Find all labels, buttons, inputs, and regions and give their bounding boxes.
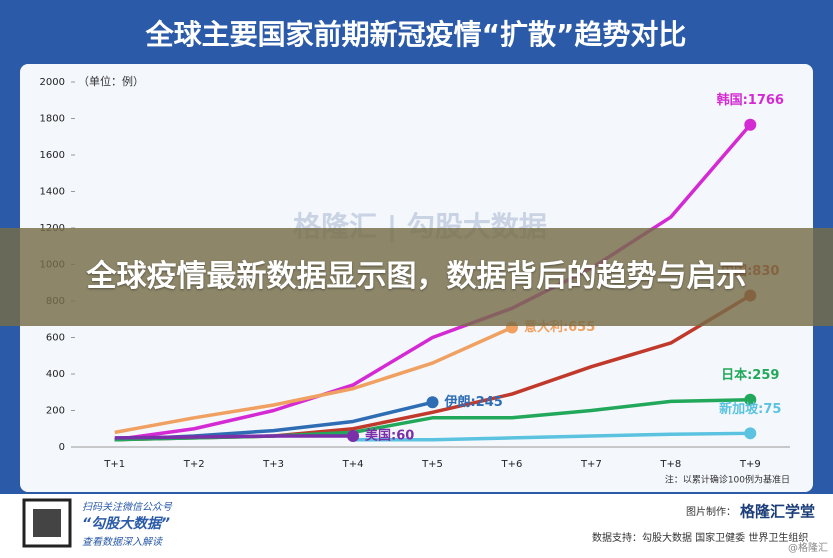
chart-title: 全球主要国家前期新冠疫情“扩散”趋势对比 [145, 18, 687, 51]
y-tick-label: 600 [46, 333, 65, 344]
maker-label: 图片制作： [686, 505, 736, 518]
y-tick-label: 0 [59, 442, 65, 453]
x-tick-label: T+1 [103, 459, 125, 470]
x-tick-label: T+5 [421, 459, 443, 470]
y-axis-label: （单位：例） [78, 74, 144, 88]
qr-code-inner [33, 509, 61, 537]
qr-text: 扫码关注微信公众号 [82, 501, 173, 513]
x-tick-label: T+9 [739, 459, 761, 470]
y-tick-label: 1400 [40, 187, 65, 198]
banner-text: 全球疫情最新数据显示图，数据背后的趋势与启示 [86, 259, 747, 294]
value-label: 伊朗:245 [444, 394, 503, 410]
x-tick-label: T+6 [501, 459, 523, 470]
note: 注：以累计确诊100例为基准日 [665, 474, 790, 486]
value-label: 日本:259 [721, 367, 779, 383]
series-line [114, 434, 354, 440]
x-tick-label: T+4 [342, 459, 364, 470]
banner: 全球疫情最新数据显示图，数据背后的趋势与启示 [0, 228, 833, 326]
y-tick-label: 1600 [40, 150, 65, 161]
maker: 格隆汇学堂 [740, 503, 815, 521]
y-tick-label: 1800 [40, 114, 65, 125]
end-dot [426, 396, 439, 409]
qr-text: 查看数据深入解读 [82, 536, 163, 548]
series-line [114, 325, 513, 435]
end-dot [744, 427, 757, 440]
y-tick-label: 400 [46, 369, 65, 380]
x-tick-label: T+3 [262, 459, 284, 470]
end-dot [744, 118, 757, 131]
y-tick-label: 200 [46, 406, 65, 417]
credit: @格隆汇 [788, 541, 828, 554]
x-tick-label: T+8 [659, 459, 681, 470]
end-dot [744, 393, 757, 406]
source: 数据支持：勾股大数据 国家卫健委 世界卫生组织 [592, 531, 808, 544]
x-tick-label: T+2 [183, 459, 205, 470]
value-label: 美国:60 [365, 428, 414, 444]
x-tick-label: T+7 [580, 459, 602, 470]
end-dot [347, 430, 360, 443]
footer-bg [0, 494, 833, 558]
qr-text: “勾股大数据” [82, 515, 170, 532]
series-line [353, 431, 751, 442]
y-tick-label: 2000 [40, 77, 65, 88]
value-label: 新加坡:75 [719, 401, 781, 417]
value-label: 韩国:1766 [717, 92, 784, 108]
